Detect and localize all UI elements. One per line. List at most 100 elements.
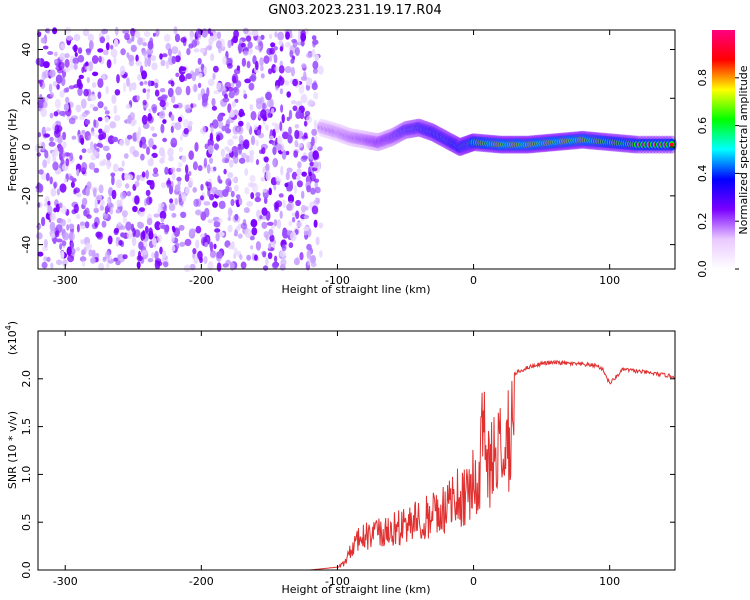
- noise-blob: [72, 57, 80, 65]
- noise-blob: [94, 221, 98, 228]
- noise-blob: [90, 141, 94, 151]
- noise-blob: [138, 241, 144, 250]
- noise-blob: [113, 55, 117, 65]
- noise-blob: [301, 171, 308, 177]
- noise-blob: [193, 48, 200, 53]
- noise-blob: [222, 189, 229, 197]
- noise-blob: [268, 228, 274, 236]
- noise-blob: [132, 150, 140, 158]
- noise-blob: [318, 65, 324, 75]
- noise-blob: [185, 186, 190, 195]
- noise-blob: [195, 225, 202, 234]
- noise-blob: [227, 63, 233, 69]
- noise-blob: [64, 53, 70, 59]
- noise-blob: [218, 121, 224, 129]
- noise-blob: [91, 82, 97, 88]
- noise-blob: [85, 65, 91, 71]
- noise-blob: [73, 203, 79, 214]
- noise-blob: [127, 134, 133, 140]
- noise-blob: [227, 148, 233, 153]
- noise-blob: [261, 221, 268, 229]
- noise-blob: [49, 91, 55, 98]
- noise-blob: [139, 207, 145, 213]
- noise-blob: [235, 194, 241, 200]
- noise-blob: [97, 117, 103, 122]
- noise-blob: [223, 168, 227, 175]
- noise-blob: [197, 82, 202, 88]
- noise-blob: [274, 124, 280, 134]
- noise-blob: [121, 172, 126, 181]
- noise-blob: [95, 231, 102, 238]
- noise-blob: [147, 80, 152, 87]
- noise-blob: [36, 152, 41, 157]
- noise-blob: [49, 136, 54, 142]
- noise-blob: [122, 73, 127, 79]
- noise-blob: [238, 157, 246, 164]
- noise-blob: [287, 200, 294, 211]
- noise-blob: [272, 157, 277, 168]
- noise-blob: [265, 257, 269, 266]
- noise-blob: [110, 172, 116, 178]
- noise-blob: [42, 45, 49, 50]
- noise-blob: [218, 179, 223, 184]
- noise-blob: [213, 166, 217, 172]
- noise-blob: [211, 105, 217, 111]
- noise-blob: [66, 246, 72, 256]
- noise-blob: [135, 54, 139, 63]
- noise-blob: [143, 31, 151, 37]
- noise-blob: [281, 149, 287, 160]
- noise-blob: [144, 225, 149, 234]
- noise-blob: [222, 263, 229, 268]
- noise-blob: [146, 146, 150, 155]
- noise-blob: [172, 104, 179, 109]
- noise-blob: [259, 57, 264, 67]
- noise-blob: [249, 175, 256, 183]
- noise-blob: [53, 111, 59, 117]
- noise-blob: [238, 120, 244, 127]
- noise-blob: [232, 125, 240, 135]
- noise-blob: [106, 262, 110, 269]
- noise-blob: [209, 193, 215, 201]
- noise-blob: [39, 81, 43, 87]
- noise-blob: [175, 72, 180, 78]
- noise-blob: [152, 144, 157, 150]
- noise-blob: [263, 196, 268, 205]
- noise-blob: [113, 114, 121, 122]
- noise-blob: [265, 163, 270, 172]
- noise-blob: [299, 252, 304, 261]
- x-tick-label: 0: [470, 575, 477, 588]
- noise-blob: [132, 119, 137, 125]
- noise-blob: [44, 96, 49, 102]
- noise-blob: [97, 78, 104, 88]
- noise-blob: [113, 257, 119, 262]
- noise-blob: [81, 249, 86, 256]
- noise-blob: [188, 43, 194, 49]
- noise-blob: [114, 227, 119, 234]
- noise-blob: [82, 260, 86, 267]
- noise-blob: [274, 66, 280, 72]
- noise-blob: [279, 46, 284, 52]
- noise-blob: [279, 121, 283, 132]
- noise-blob: [188, 177, 194, 187]
- noise-blob: [132, 205, 138, 213]
- noise-blob: [220, 148, 226, 158]
- noise-blob: [216, 134, 221, 142]
- noise-blob: [59, 110, 66, 116]
- noise-blob: [306, 185, 311, 193]
- noise-blob: [151, 62, 158, 71]
- noise-blob: [233, 253, 237, 259]
- noise-blob: [238, 197, 243, 206]
- noise-blob: [173, 227, 180, 237]
- noise-blob: [210, 124, 214, 134]
- noise-blob: [300, 94, 308, 104]
- noise-blob: [263, 231, 269, 238]
- noise-blob: [312, 150, 320, 160]
- noise-blob: [102, 145, 110, 152]
- noise-blob: [93, 150, 99, 157]
- noise-blob: [40, 172, 48, 181]
- noise-blob: [278, 193, 284, 198]
- noise-blob: [99, 160, 105, 167]
- noise-blob: [84, 221, 90, 229]
- noise-blob: [59, 145, 64, 155]
- noise-blob: [93, 207, 99, 214]
